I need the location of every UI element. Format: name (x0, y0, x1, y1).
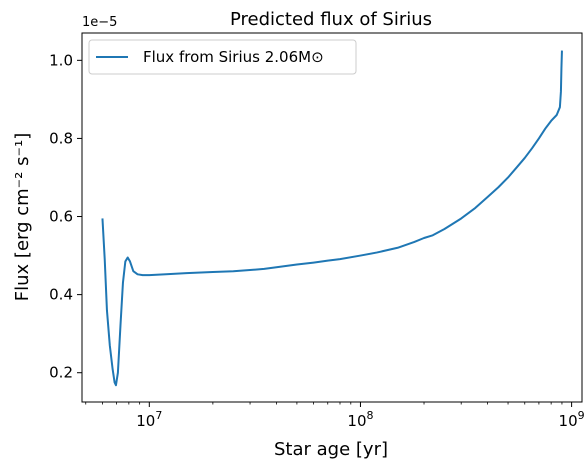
y-tick-label: 0.4 (49, 286, 73, 304)
chart-title: Predicted flux of Sirius (230, 9, 432, 30)
legend: Flux from Sirius 2.06M⊙ (89, 40, 356, 74)
y-tick-label: 0.8 (49, 129, 73, 147)
x-tick-label: 107 (136, 409, 162, 430)
y-axis-label: Flux [erg cm⁻² s⁻¹] (12, 133, 33, 301)
x-axis: 107 108 109 (86, 402, 585, 430)
y-tick-label: 0.2 (49, 364, 73, 382)
y-offset-text: 1e−5 (82, 15, 117, 30)
series-layer (102, 51, 561, 386)
y-tick-label: 1.0 (49, 51, 73, 69)
plot-frame (82, 33, 582, 402)
legend-entry-label: Flux from Sirius 2.06M⊙ (143, 48, 324, 66)
series-line-0 (102, 51, 561, 386)
y-tick-label: 0.6 (49, 208, 73, 226)
x-axis-label: Star age [yr] (274, 439, 388, 460)
x-tick-label: 109 (559, 409, 585, 430)
x-tick-label: 108 (347, 409, 373, 430)
y-axis: 0.2 0.4 0.6 0.8 1.0 (49, 51, 82, 381)
